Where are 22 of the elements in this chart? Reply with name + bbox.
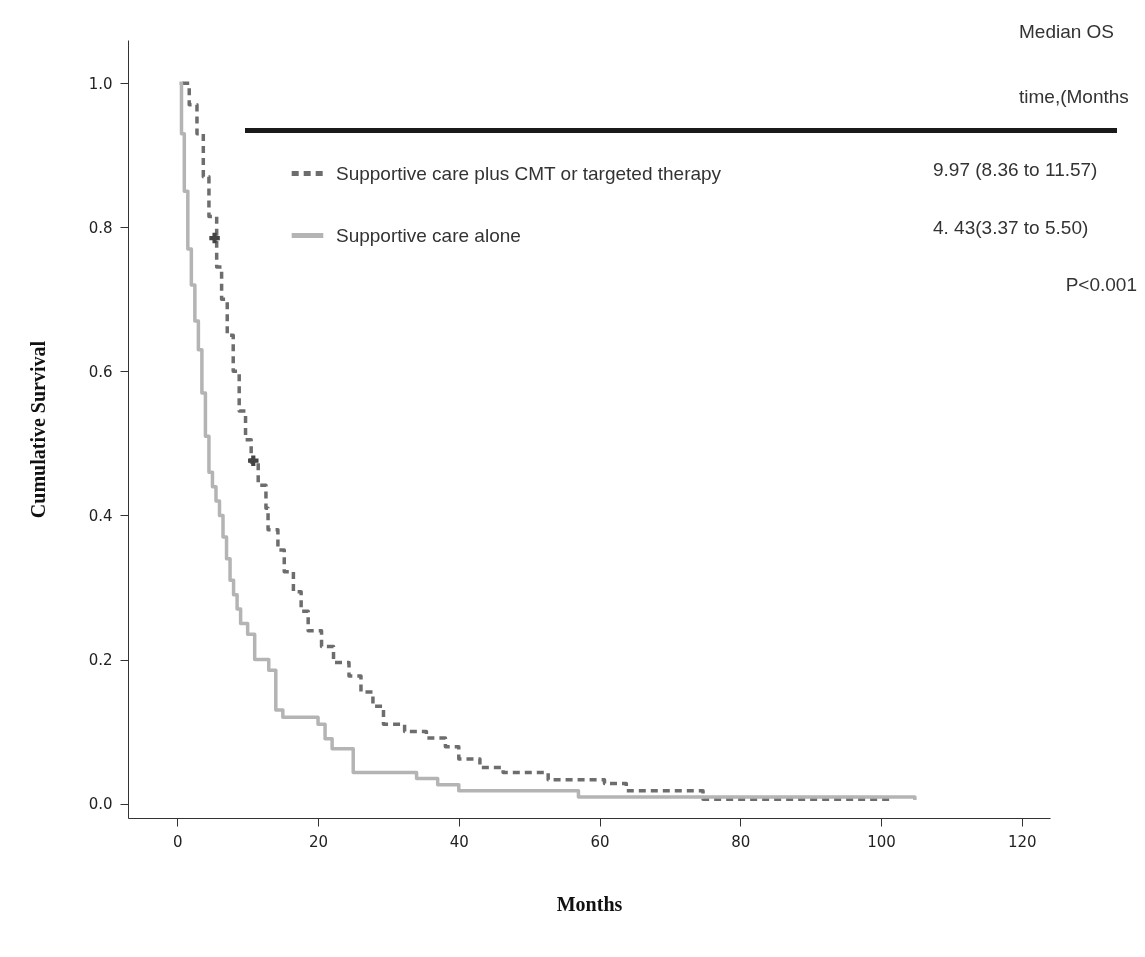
x-tick-label: 0 — [172, 832, 183, 851]
y-tick-label: 0.2 — [88, 651, 113, 670]
annotation: 4. 43(3.37 to 5.50) — [933, 217, 1089, 238]
annotation: Median OS — [1019, 21, 1115, 42]
annotation: 9.97 (8.36 to 11.57) — [933, 159, 1098, 180]
y-tick-label: 1.0 — [88, 74, 113, 93]
x-tick-label: 120 — [1008, 832, 1037, 851]
legend-label: Supportive care alone — [336, 224, 521, 246]
x-tick-label: 20 — [308, 832, 329, 851]
x-tick-label: 80 — [731, 832, 751, 851]
y-tick-label: 0.8 — [88, 218, 113, 237]
x-tick-label: 60 — [590, 832, 610, 851]
y-tick-label: 0.4 — [88, 506, 113, 525]
x-tick-label: 100 — [867, 832, 896, 851]
annotation: time,(Months — [1019, 86, 1129, 107]
y-tick-label: 0.0 — [88, 795, 113, 814]
y-axis-title: Cumulative Survival — [26, 340, 49, 519]
text: P<0.001 — [1065, 274, 1137, 295]
x-tick-label: 40 — [449, 832, 469, 851]
y-tick-label: 0.6 — [88, 362, 113, 381]
legend-label: Supportive care plus CMT or targeted therapy — [336, 162, 722, 184]
x-axis-title: Months — [556, 892, 623, 915]
